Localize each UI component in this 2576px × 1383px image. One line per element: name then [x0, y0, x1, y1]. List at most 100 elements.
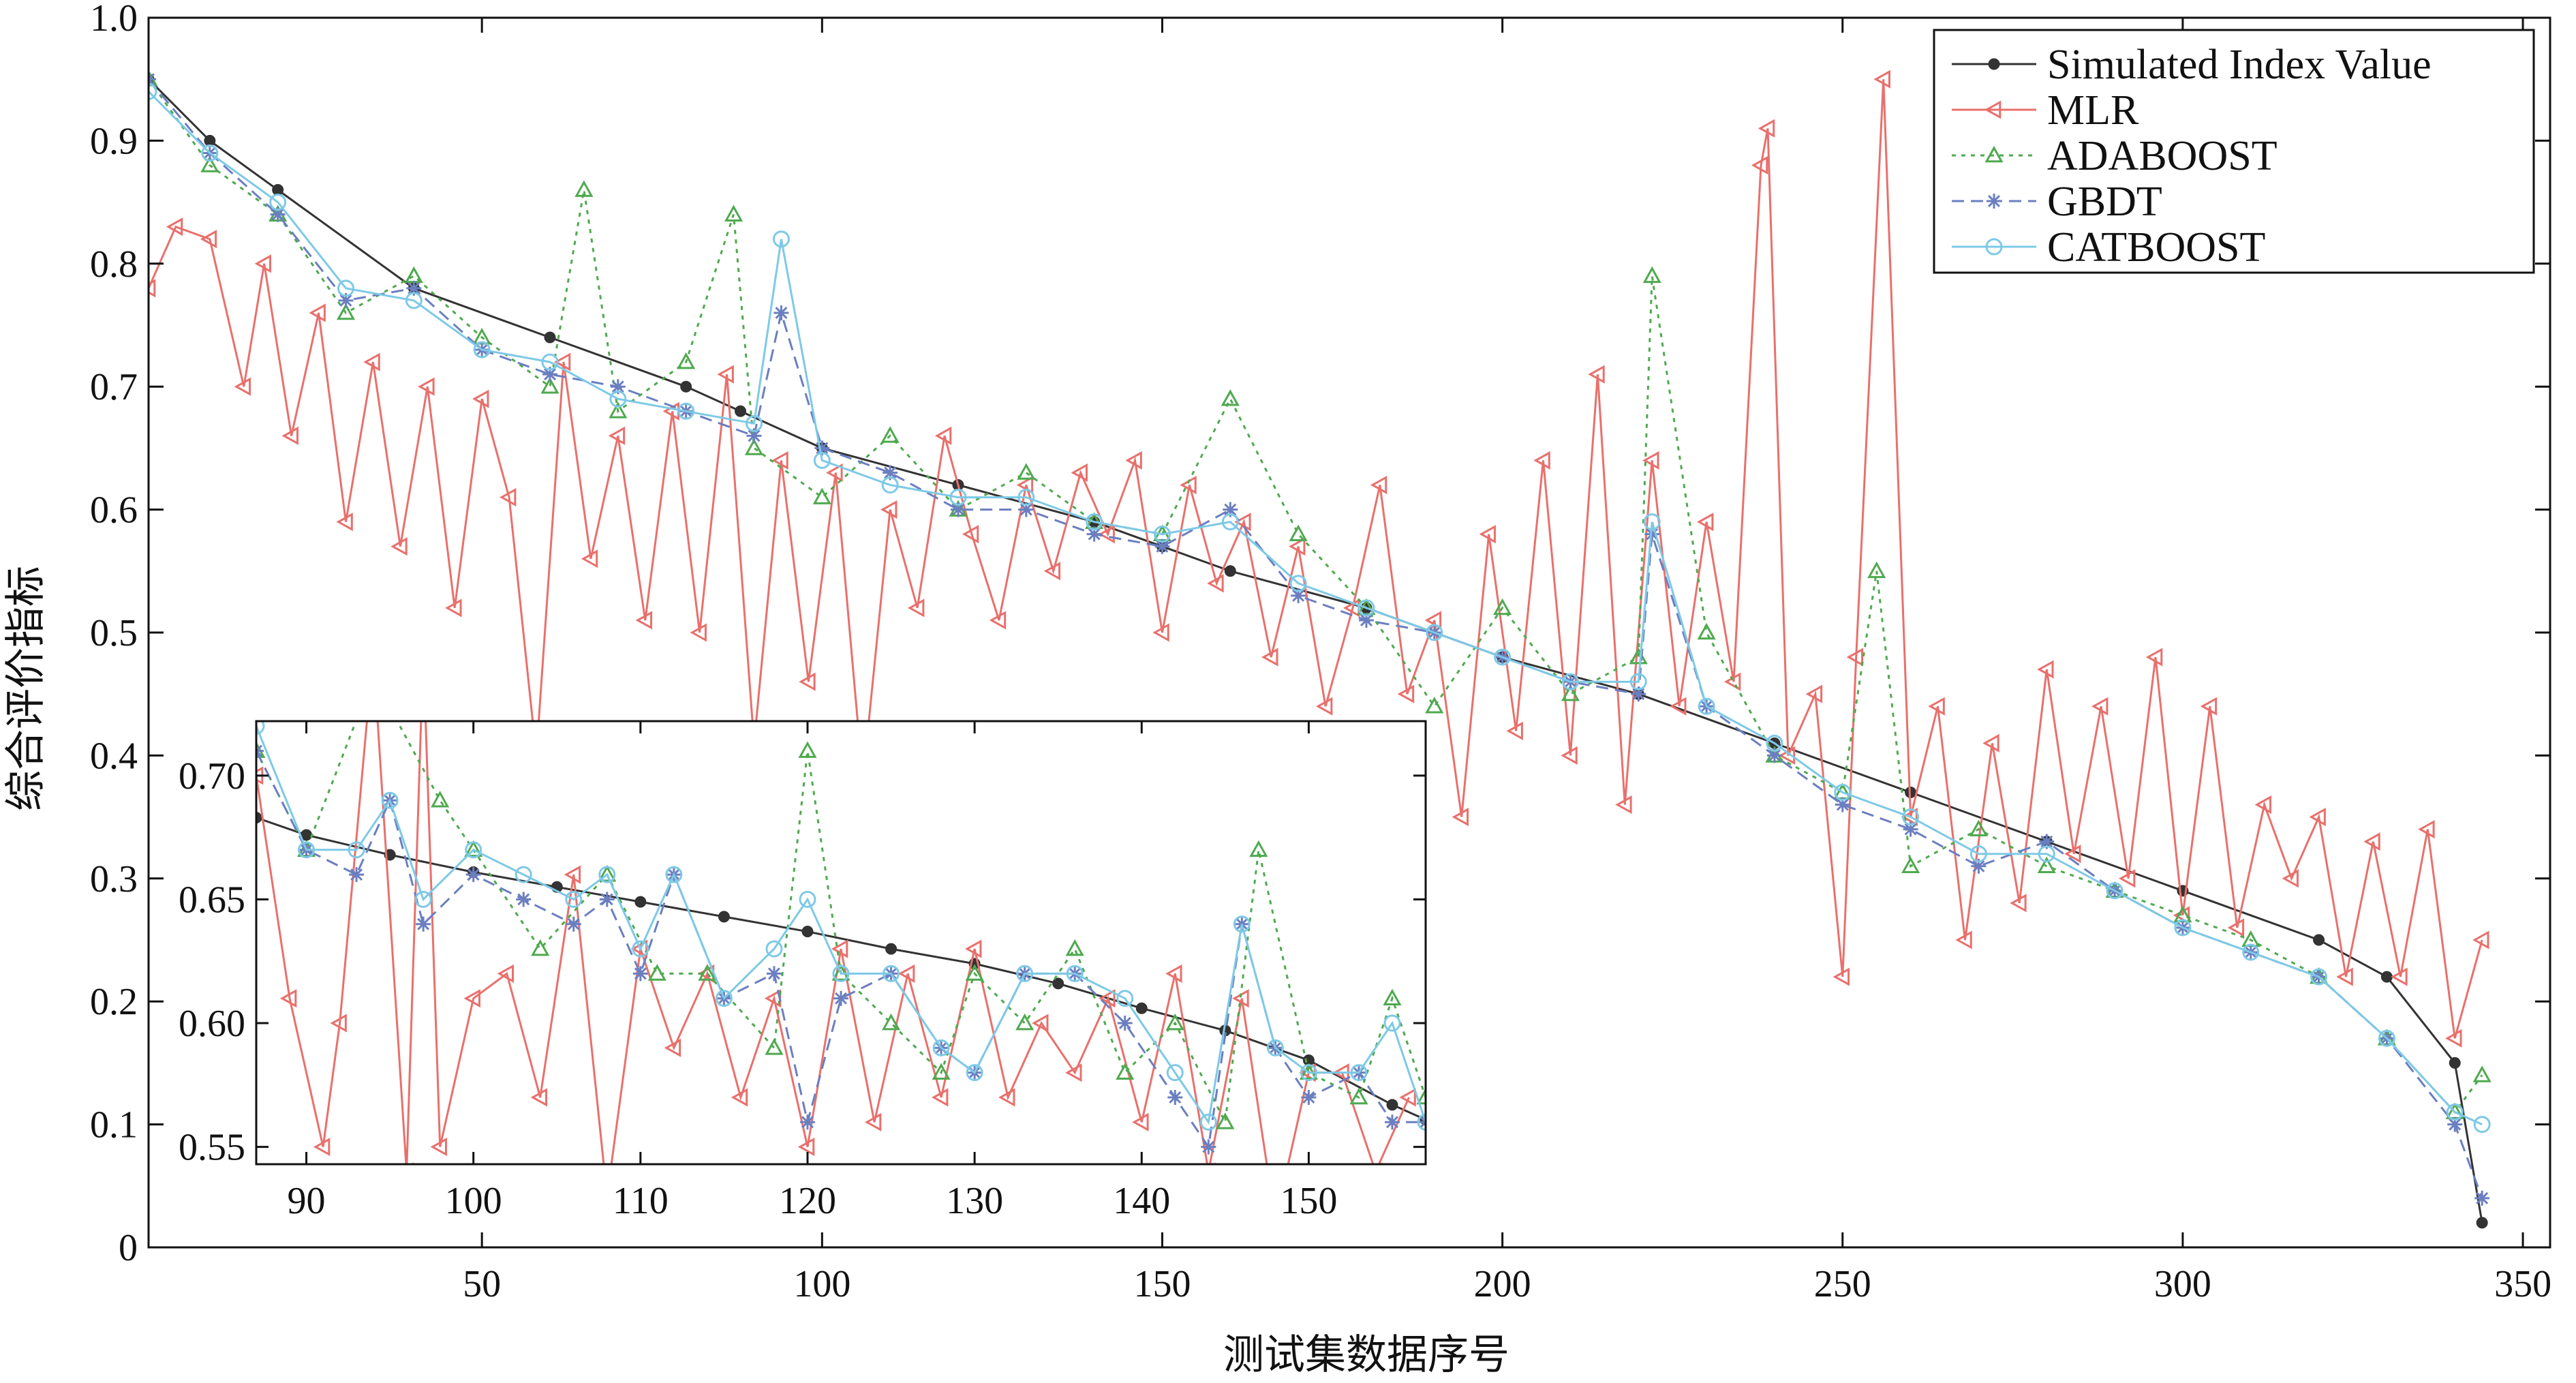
inset-point-gbdt: [1167, 1089, 1183, 1105]
main-point-mlr: [234, 377, 251, 396]
inset-point-mlr: [330, 1014, 347, 1033]
main-point-mlr: [1207, 574, 1224, 593]
main-point-simulated-index-value: [2380, 971, 2393, 983]
inset-point-simulated-index-value: [801, 926, 814, 938]
main-point-adaboost: [2472, 1065, 2491, 1082]
inset-point-catboost: [1383, 1014, 1401, 1032]
main-y-tick-label: 0.7: [90, 366, 138, 408]
main-point-catboost: [2242, 943, 2260, 961]
inset-point-catboost: [565, 890, 583, 908]
main-point-adaboost: [1561, 684, 1580, 701]
main-point-gbdt: [1903, 821, 1918, 837]
main-point-adaboost: [1221, 389, 1240, 406]
main-point-mlr: [1370, 475, 1387, 495]
main-y-tick-label: 0.4: [90, 735, 138, 777]
main-y-tick-label: 0.1: [90, 1104, 138, 1146]
main-point-adaboost: [677, 352, 696, 369]
main-point-catboost: [1902, 808, 1920, 826]
inset-point-mlr: [664, 1038, 681, 1057]
main-point-mlr: [907, 598, 925, 618]
main-point-gbdt: [1291, 588, 1306, 603]
main-point-mlr: [418, 377, 435, 396]
inset-point-mlr: [831, 939, 848, 958]
main-point-mlr: [962, 525, 979, 544]
main-point-mlr: [1289, 537, 1306, 556]
main-point-adaboost: [1425, 697, 1444, 714]
main-point-mlr: [989, 611, 1007, 630]
main-point-mlr: [1751, 155, 1768, 175]
main-point-mlr: [1452, 808, 1469, 827]
inset-x-tick-label: 90: [288, 1180, 326, 1222]
main-x-tick-label: 250: [1814, 1263, 1871, 1305]
inset-point-mlr: [731, 1088, 748, 1107]
main-x-tick-label: 200: [1474, 1263, 1531, 1305]
inset-point-catboost: [381, 791, 399, 809]
inset-point-mlr: [1032, 1014, 1049, 1033]
inset-y-tick-label: 0.65: [179, 879, 245, 921]
main-x-tick-label: 300: [2154, 1263, 2211, 1305]
inset-point-catboost: [799, 890, 816, 908]
legend-label-mlr: MLR: [2047, 87, 2139, 134]
inset-point-catboost: [598, 866, 616, 883]
main-point-mlr: [1424, 611, 1442, 630]
y-axis-title: 综合评价指标: [2, 566, 50, 811]
inset-point-adaboost: [932, 1063, 951, 1080]
inset-series-line-catboost: [256, 725, 1426, 1125]
inset-point-adaboost: [464, 840, 483, 857]
main-point-adaboost: [1493, 598, 1512, 615]
main-point-mlr: [1125, 451, 1142, 470]
main-series-group: [149, 70, 2491, 1229]
main-point-mlr: [2145, 648, 2163, 667]
inset-x-tick-label: 110: [613, 1180, 669, 1222]
legend-label-simulated-index-value: Simulated Index Value: [2047, 42, 2432, 88]
inset-point-adaboost: [1116, 1063, 1135, 1080]
inset-plot: 90 100 110 120 130 140 150 0.55 0.60 0.65 0.70: [179, 720, 1427, 1222]
main-y-tick-label: 0.2: [90, 981, 138, 1023]
inset-point-gbdt: [1117, 1016, 1133, 1031]
main-point-mlr: [390, 537, 408, 556]
main-point-adaboost: [540, 377, 559, 394]
inset-point-simulated-index-value: [634, 896, 647, 908]
main-point-mlr: [2064, 845, 2081, 864]
inset-point-catboost: [883, 964, 900, 982]
main-point-gbdt: [1223, 502, 1238, 517]
main-point-mlr: [1561, 746, 1578, 765]
inset-point-gbdt: [599, 892, 615, 907]
inset-point-gbdt: [566, 916, 581, 932]
main-point-mlr: [1152, 623, 1169, 642]
main-point-catboost: [2174, 919, 2192, 937]
main-point-gbdt: [814, 440, 830, 456]
main-point-catboost: [881, 476, 899, 494]
main-point-simulated-index-value: [680, 380, 692, 393]
inset-point-gbdt: [416, 916, 431, 932]
inset-point-gbdt: [799, 1114, 815, 1130]
main-point-adaboost: [1901, 856, 1920, 874]
main-point-catboost: [2473, 1116, 2491, 1134]
inset-point-mlr: [931, 1088, 949, 1107]
main-x-tick-label: 100: [793, 1263, 850, 1305]
main-point-catboost: [337, 279, 355, 297]
inset-point-gbdt: [465, 867, 481, 883]
main-point-mlr: [1234, 513, 1251, 532]
inset-point-catboost: [665, 866, 683, 883]
main-point-mlr: [1615, 795, 1632, 815]
inset-point-catboost: [1166, 1064, 1184, 1082]
inset-point-mlr: [279, 989, 297, 1008]
main-point-mlr: [1506, 721, 1523, 740]
main-point-mlr: [1588, 365, 1605, 384]
legend-box: [1933, 29, 2535, 274]
main-point-catboost: [1494, 648, 1512, 666]
main-y-tick-label: 0.8: [90, 243, 138, 286]
main-point-gbdt: [542, 367, 557, 382]
main-point-gbdt: [1971, 858, 1987, 874]
legend-marker-simulated-index-value: [1988, 58, 2000, 70]
inset-point-gbdt: [349, 867, 365, 883]
main-point-gbdt: [1358, 612, 1374, 628]
main-point-catboost: [473, 341, 491, 359]
main-point-mlr: [472, 389, 489, 408]
inset-point-catboost: [765, 940, 783, 958]
main-point-gbdt: [746, 428, 762, 444]
inset-point-catboost: [465, 841, 482, 859]
inset-point-catboost: [1016, 964, 1034, 982]
